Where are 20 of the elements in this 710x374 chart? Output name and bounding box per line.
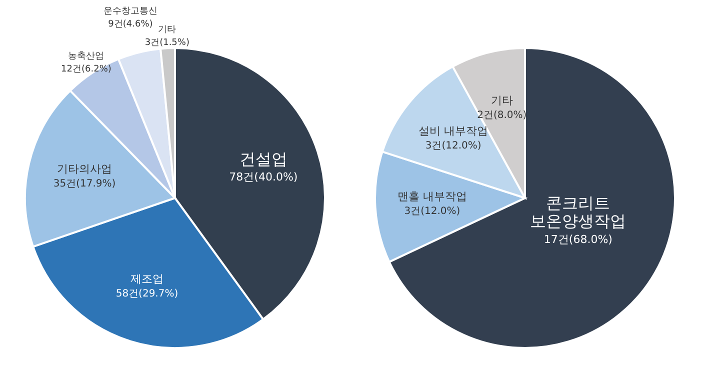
data-label: 58건(29.7%) — [116, 288, 178, 300]
slice-label: 기타 — [158, 25, 176, 36]
slice-label: 제조업 — [130, 272, 164, 286]
data-label: 9건(4.6%) — [108, 19, 153, 30]
slice-label: 설비 내부작업 — [418, 124, 488, 138]
data-label: 3건(1.5%) — [144, 38, 190, 48]
slice-label: 농축산업 — [68, 51, 104, 62]
data-label: 3건(12.0%) — [425, 140, 482, 152]
slice-label: 기타의사업 — [57, 162, 112, 176]
data-label: 2건(8.0%) — [477, 110, 527, 121]
slice-label: 운수창고통신 — [103, 6, 158, 16]
data-label: 12건(6.2%) — [61, 64, 112, 74]
slice-label: 맨홀 내부작업 — [397, 190, 467, 203]
data-label: 35건(17.9%) — [53, 178, 116, 190]
slice-label: 건설업 — [239, 149, 288, 168]
slice-label: 콘크리트 보온양생작업 — [530, 193, 626, 230]
slice-label: 기타 — [490, 94, 513, 107]
data-label: 3건(12.0%) — [404, 206, 460, 217]
data-label: 78건(40.0%) — [229, 170, 298, 184]
data-label: 17건(68.0%) — [544, 232, 612, 246]
